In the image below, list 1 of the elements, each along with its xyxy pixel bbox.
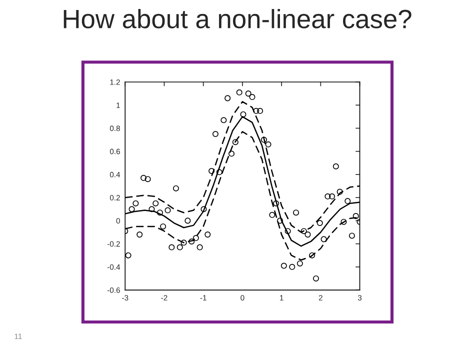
- chart-title: How about a non-linear case?: [64, 9, 412, 28]
